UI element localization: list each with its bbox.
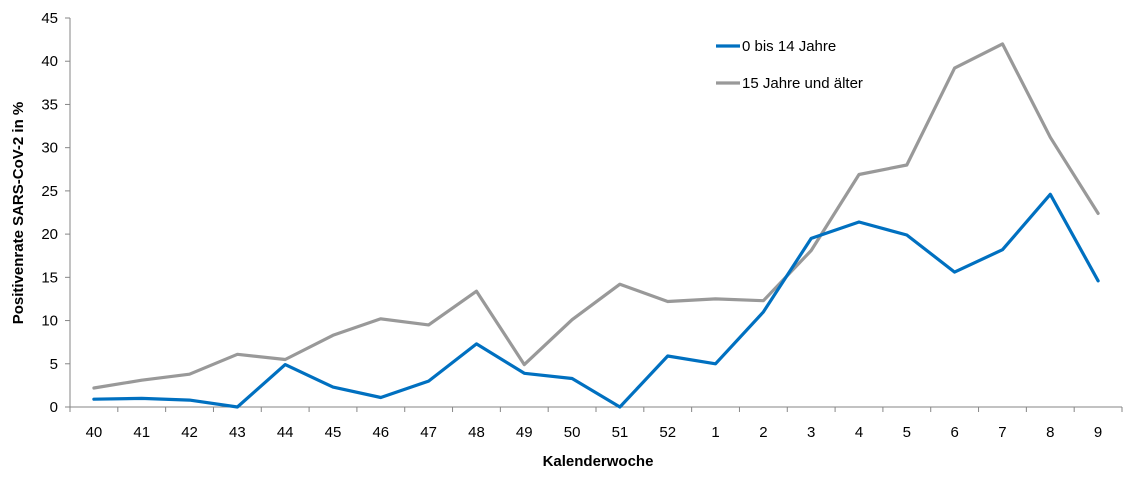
series-line-1 [92,192,1100,409]
series-lines [92,42,1100,409]
x-tick-label: 45 [325,424,342,441]
x-tick-label: 49 [516,424,533,441]
series-line-2 [92,42,1100,390]
y-tick-label: 5 [50,356,58,373]
y-tick-label: 20 [41,226,58,243]
x-tick-label: 6 [950,424,958,441]
x-tick-label: 2 [759,424,767,441]
x-tick-label: 3 [807,424,815,441]
axes [65,17,1123,412]
y-tick-label: 0 [50,399,58,416]
x-tick-label: 41 [133,424,150,441]
y-tick-label: 35 [41,96,58,113]
y-axis-title: Positivenrate SARS-CoV-2 in % [10,102,27,325]
x-tick-label: 52 [659,424,676,441]
x-tick-label: 40 [86,424,103,441]
y-tick-label: 30 [41,140,58,157]
y-tick-label: 45 [41,10,58,27]
y-tick-label: 15 [41,269,58,286]
x-tick-label: 9 [1094,424,1102,441]
x-tick-label: 47 [420,424,437,441]
legend-label-2: 15 Jahre und älter [742,75,863,92]
legend: 0 bis 14 Jahre 15 Jahre und älter [716,38,863,92]
x-tick-label: 42 [181,424,198,441]
y-tick-label: 25 [41,183,58,200]
x-tick-label: 48 [468,424,485,441]
x-axis-title: Kalenderwoche [543,453,654,470]
x-tick-label: 4 [855,424,863,441]
legend-label-1: 0 bis 14 Jahre [742,38,836,55]
x-tick-label: 43 [229,424,246,441]
x-tick-label: 1 [711,424,719,441]
x-tick-label: 7 [998,424,1006,441]
y-tick-label: 40 [41,53,58,70]
x-tick-label: 51 [612,424,629,441]
x-tick-label: 50 [564,424,581,441]
x-tick-label: 46 [372,424,389,441]
y-tick-label: 10 [41,313,58,330]
x-tick-label: 44 [277,424,294,441]
x-tick-label: 5 [903,424,911,441]
x-tick-label: 8 [1046,424,1054,441]
